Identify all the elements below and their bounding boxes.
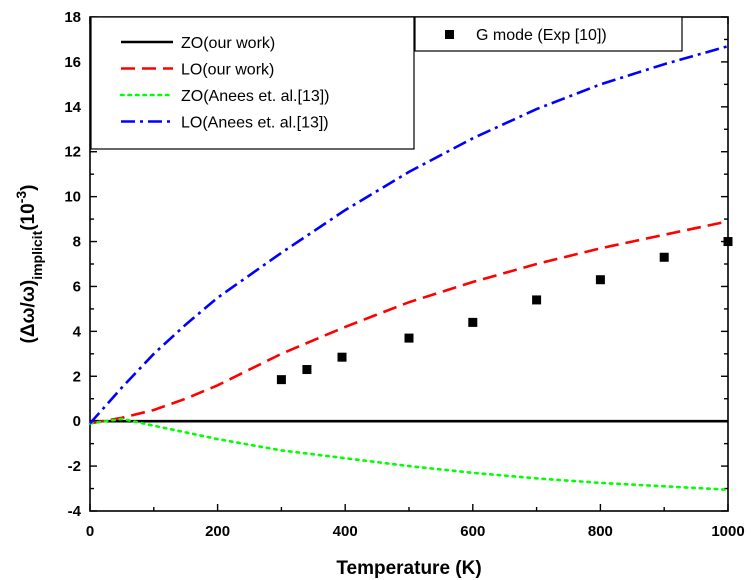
y-tick-label: 8 xyxy=(73,234,81,251)
series-line-lo-anees-et-al-13 xyxy=(89,44,729,425)
y-tick-label: -4 xyxy=(68,503,82,520)
x-tick-label: 600 xyxy=(460,523,485,540)
y-tick-label: 18 xyxy=(64,9,81,26)
y-tick-label: 4 xyxy=(73,323,82,340)
legend-swatch-g-mode xyxy=(445,30,454,39)
data-point-g-mode xyxy=(723,237,733,247)
legend-label-lo-anees-et-al-13: LO(Anees et. al.[13]) xyxy=(181,115,329,132)
y-tick-label: 2 xyxy=(73,368,81,385)
legend-label-zo-our-work: ZO(our work) xyxy=(181,35,275,52)
x-tick-label: 400 xyxy=(333,523,358,540)
x-tick-label: 200 xyxy=(205,523,230,540)
y-tick-label: 0 xyxy=(73,413,81,430)
x-tick-label: 0 xyxy=(86,523,94,540)
data-point-g-mode xyxy=(595,275,605,285)
x-axis-title: Temperature (K) xyxy=(336,558,481,579)
legend-label-g-mode: G mode (Exp [10]) xyxy=(476,27,607,44)
y-tick-label: 14 xyxy=(64,99,81,116)
y-axis-title: (Δω/ω)implicit(10-3) xyxy=(13,185,45,344)
x-tick-label: 1000 xyxy=(711,523,744,540)
y-tick-label: -2 xyxy=(68,458,81,475)
data-point-g-mode xyxy=(276,375,286,385)
legend-box-lines xyxy=(90,16,415,150)
data-point-g-mode xyxy=(659,252,669,262)
legend-box-scatter xyxy=(414,16,683,52)
data-point-g-mode xyxy=(532,295,542,305)
legend-label-lo-our-work: LO(our work) xyxy=(181,62,274,79)
data-point-g-mode xyxy=(468,317,478,327)
data-point-g-mode xyxy=(404,333,414,343)
y-tick-label: 12 xyxy=(64,144,81,161)
y-tick-label: 6 xyxy=(73,278,81,295)
y-tick-label: 10 xyxy=(64,189,81,206)
y-tick-label: 16 xyxy=(64,54,81,71)
data-point-g-mode xyxy=(337,352,347,362)
series-line-zo-anees-et-al-13 xyxy=(88,417,730,492)
data-point-g-mode xyxy=(302,365,312,375)
legend-label-zo-anees-et-al-13: ZO(Anees et. al.[13]) xyxy=(181,88,330,105)
x-tick-label: 800 xyxy=(588,523,613,540)
series-line-lo-our-work xyxy=(89,220,729,425)
